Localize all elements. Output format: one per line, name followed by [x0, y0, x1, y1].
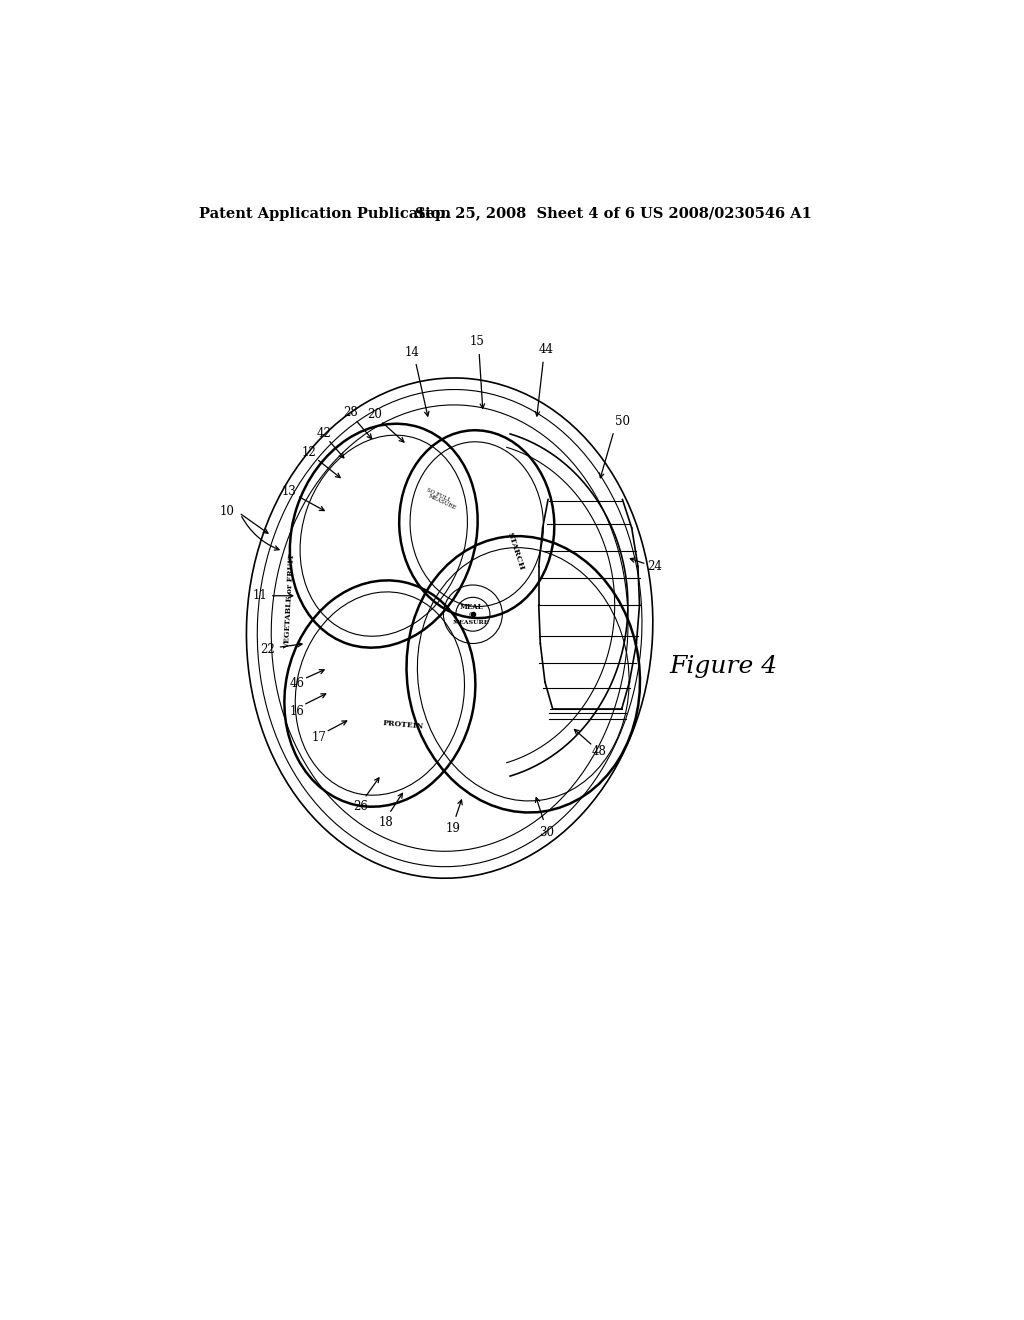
Text: 30: 30 [539, 825, 554, 838]
Text: 42: 42 [316, 426, 332, 440]
Text: 10: 10 [220, 504, 234, 517]
Text: 14: 14 [404, 346, 420, 359]
Text: 20: 20 [367, 408, 382, 421]
Text: 19: 19 [446, 822, 461, 834]
Text: 22: 22 [260, 643, 274, 656]
Text: Sep. 25, 2008  Sheet 4 of 6: Sep. 25, 2008 Sheet 4 of 6 [415, 207, 635, 220]
Text: 44: 44 [539, 343, 554, 356]
Text: US 2008/0230546 A1: US 2008/0230546 A1 [640, 207, 811, 220]
Text: 13: 13 [282, 484, 297, 498]
Text: 50: 50 [615, 416, 630, 428]
Text: VEGETABLE or FRUIT: VEGETABLE or FRUIT [283, 553, 296, 649]
Text: 15: 15 [469, 335, 484, 348]
Text: MEAL: MEAL [460, 603, 483, 611]
Text: PROTEIN: PROTEIN [382, 718, 424, 730]
Text: 17: 17 [312, 731, 327, 744]
Text: 24: 24 [647, 560, 663, 573]
Text: Figure 4: Figure 4 [669, 655, 777, 678]
Text: 16: 16 [290, 705, 304, 718]
Text: 18: 18 [379, 816, 393, 829]
Text: O: O [468, 611, 474, 619]
Text: 46: 46 [290, 677, 304, 690]
Text: 48: 48 [592, 744, 606, 758]
Text: SO FULL: SO FULL [425, 487, 451, 503]
Text: 26: 26 [353, 800, 368, 813]
Text: MEASURE: MEASURE [427, 494, 457, 511]
Text: Patent Application Publication: Patent Application Publication [200, 207, 452, 220]
Text: 11: 11 [252, 589, 267, 602]
Text: 28: 28 [343, 407, 357, 418]
Text: MEASURE: MEASURE [453, 620, 489, 626]
Text: 12: 12 [301, 446, 316, 459]
Text: STARCH: STARCH [506, 531, 525, 572]
